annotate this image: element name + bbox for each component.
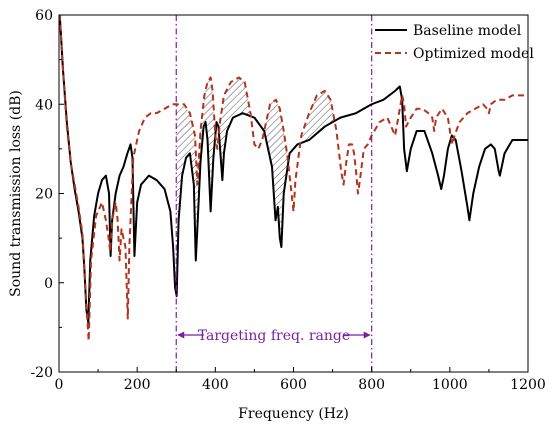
x-tick-label: 400 <box>202 377 229 393</box>
y-tick-label: 20 <box>35 187 53 203</box>
legend: Baseline model Optimized model <box>375 23 534 62</box>
y-tick-label: 0 <box>44 276 53 292</box>
x-axis-title: Frequency (Hz) <box>238 406 349 422</box>
legend-label-baseline: Baseline model <box>413 23 522 39</box>
target-range-label: Targeting freq. range <box>198 328 350 344</box>
x-tick-label: 800 <box>358 377 385 393</box>
hatch-region-4 <box>300 90 335 144</box>
x-tick-label: 1000 <box>432 377 468 393</box>
axis-ticks <box>58 14 529 373</box>
series-lines <box>59 15 528 342</box>
x-tick-label: 1200 <box>510 377 546 393</box>
x-tick-label: 200 <box>124 377 151 393</box>
legend-label-optimized: Optimized model <box>413 46 534 62</box>
range-arrow-right-head <box>363 331 371 339</box>
x-tick-label: 0 <box>55 377 64 393</box>
hatch-region-1 <box>176 77 215 297</box>
plot-frame <box>58 14 529 373</box>
x-tick-label: 600 <box>280 377 307 393</box>
y-tick-label: 40 <box>35 97 53 113</box>
range-arrow-left-head <box>177 331 185 339</box>
hatch-region-3 <box>264 99 289 248</box>
target-range-markers <box>175 15 373 372</box>
y-axis-title: Sound transmission loss (dB) <box>8 90 24 297</box>
hatch-region-2 <box>219 77 251 181</box>
y-tick-label: 60 <box>35 8 53 24</box>
y-tick-label: -20 <box>30 365 53 381</box>
optimized-series-line <box>59 15 528 342</box>
